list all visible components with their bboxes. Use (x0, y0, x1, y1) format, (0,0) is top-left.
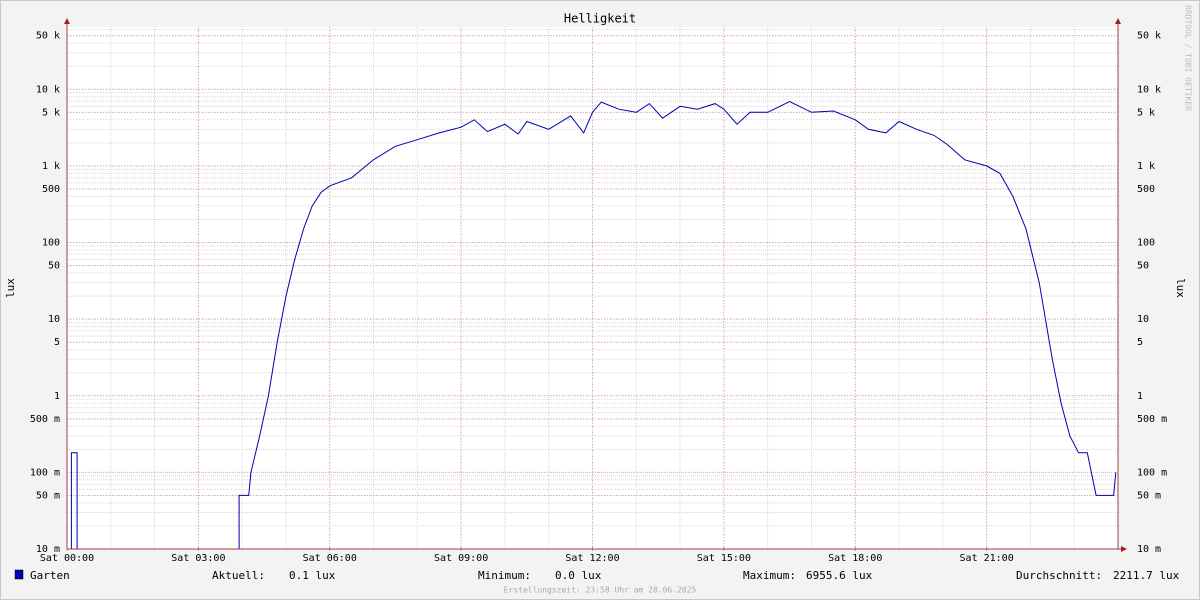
y2-tick-label: 100 (1137, 238, 1155, 249)
stat-value: 0.0 lux (555, 569, 602, 582)
legend-swatch (14, 569, 24, 580)
y-tick-label: 10 m (36, 544, 60, 555)
y2-tick-label: 50 k (1137, 31, 1161, 42)
line (67, 101, 1117, 550)
y-tick-label: 500 (42, 184, 60, 195)
x-tick-label: Sat 15:00 (697, 553, 751, 564)
y-tick-label: 10 k (36, 84, 60, 95)
y-axis-label: lux (4, 278, 17, 298)
x-tick-label: Sat 12:00 (565, 553, 619, 564)
y2-tick-label: 10 m (1137, 544, 1161, 555)
marks (67, 101, 1117, 550)
x-tick-label: Sat 21:00 (960, 553, 1014, 564)
x-tick-label: Sat 00:00 (40, 553, 94, 564)
y-tick-label: 5 (54, 337, 60, 348)
y2-tick-label: 10 (1137, 314, 1149, 325)
y2-tick-label: 50 (1137, 261, 1149, 272)
watermark: RRDTOOL / TOBI OETIKER (1184, 5, 1193, 111)
stat-label: Maximum: (743, 569, 796, 582)
x-tick-label: Sat 03:00 (171, 553, 225, 564)
stat-label: Aktuell: (212, 569, 265, 582)
y2-tick-label: 1 (1137, 391, 1143, 402)
y-tick-label: 100 (42, 238, 60, 249)
x-tick-label: Sat 06:00 (303, 553, 357, 564)
stat-value: 2211.7 lux (1113, 569, 1180, 582)
chart-title: Helligkeit (564, 12, 636, 26)
y-tick-label: 100 m (30, 467, 60, 478)
axis-arrow (64, 18, 70, 24)
y-tick-label: 50 (48, 261, 60, 272)
x-tick-label: Sat 09:00 (434, 553, 488, 564)
y2-tick-label: 500 m (1137, 414, 1167, 425)
y2-axis-label: lux (1174, 278, 1187, 298)
stat-label: Minimum: (478, 569, 531, 582)
x-tick-label: Sat 18:00 (828, 553, 882, 564)
y-tick-label: 50 k (36, 31, 60, 42)
axis-arrow (1115, 18, 1121, 24)
y-tick-label: 1 k (42, 161, 60, 172)
stat-value: 6955.6 lux (806, 569, 873, 582)
y-tick-label: 1 (54, 391, 60, 402)
y2-tick-label: 5 k (1137, 107, 1155, 118)
footer: Erstellungszeit: 23:58 Uhr am 28.06.2025 (504, 586, 697, 595)
legend-entry: Garten (30, 569, 70, 582)
axis-arrow (1121, 546, 1127, 552)
y2-tick-label: 50 m (1137, 490, 1161, 501)
y2-tick-label: 10 k (1137, 84, 1161, 95)
y2-tick-label: 100 m (1137, 467, 1167, 478)
y-tick-label: 10 (48, 314, 60, 325)
y2-tick-label: 500 (1137, 184, 1155, 195)
y2-tick-label: 1 k (1137, 161, 1155, 172)
stat-value: 0.1 lux (289, 569, 336, 582)
y-tick-label: 5 k (42, 107, 60, 118)
y2-tick-label: 5 (1137, 337, 1143, 348)
grid (66, 27, 1119, 551)
stat-label: Durchschnitt: (1016, 569, 1102, 582)
y-tick-label: 500 m (30, 414, 60, 425)
y-tick-label: 50 m (36, 490, 60, 501)
